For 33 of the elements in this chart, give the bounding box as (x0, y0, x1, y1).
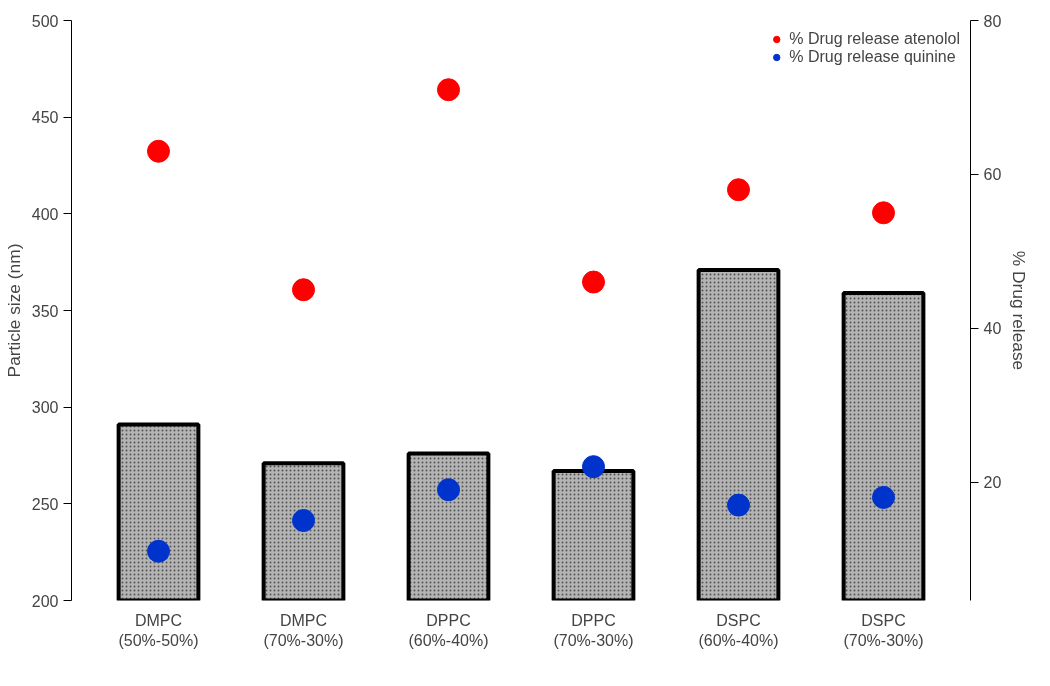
point (147, 139, 170, 163)
point (872, 485, 895, 509)
y2-tick-label: 40 (983, 320, 1002, 338)
point (582, 270, 605, 294)
point (147, 539, 170, 563)
y-tick-label: 400 (31, 205, 59, 223)
y2-axis-title: % Drug release (1009, 250, 1030, 371)
legend-label: % Drug release quinine (789, 48, 956, 66)
x-tick-label: DMPC (50%-50%) (118, 611, 199, 649)
point (292, 278, 315, 302)
x-tick-label: DSPC (60%-40%) (698, 611, 779, 649)
x-tick-label: DSPC (70%-30%) (843, 611, 924, 649)
y-tick-label: 200 (31, 592, 59, 610)
y-axis-title: Particle size (nm) (3, 243, 24, 378)
x-tick-label: DPPC (60%-40%) (408, 611, 489, 649)
y-tick-label: 300 (31, 399, 59, 417)
point (727, 493, 750, 517)
legend-label: % Drug release atenolol (789, 30, 960, 48)
y-tick-label: 350 (31, 302, 59, 320)
point (727, 178, 750, 202)
y-tick-label: 500 (31, 12, 59, 30)
y2-tick-label: 60 (983, 166, 1002, 184)
x-tick-label: DPPC (70%-30%) (553, 611, 634, 649)
x-tick-label: DMPC (70%-30%) (263, 611, 344, 649)
point (582, 455, 605, 479)
point (437, 478, 460, 502)
point (437, 78, 460, 102)
y-tick-label: 450 (31, 109, 59, 127)
y2-tick-label: 80 (983, 12, 1002, 30)
y-tick-label: 250 (31, 495, 59, 513)
point (872, 201, 895, 225)
point (292, 509, 315, 532)
y2-tick-label: 20 (983, 474, 1002, 492)
